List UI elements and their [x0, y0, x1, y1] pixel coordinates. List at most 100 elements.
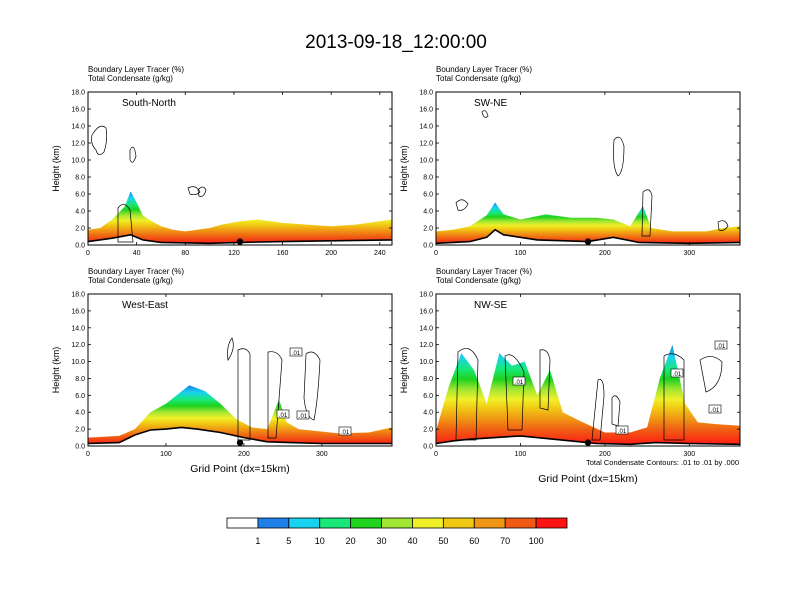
- x-tick-label: 300: [683, 451, 695, 458]
- y-tick-label: 18.0: [419, 90, 433, 97]
- y-tick-label: 14.0: [419, 124, 433, 131]
- y-tick-label: 16.0: [419, 308, 433, 315]
- x-tick-label: 0: [434, 250, 438, 257]
- contour-label: .01: [299, 414, 308, 420]
- contour-line: [663, 353, 685, 441]
- y-axis-label: Height (km): [51, 347, 61, 394]
- panel-name: SW-NE: [474, 98, 507, 109]
- colorbar-label: 5: [286, 536, 291, 546]
- contour-line: [591, 379, 605, 441]
- terrain-fill: [88, 234, 392, 245]
- contour-label: .01: [341, 430, 350, 436]
- terrain-line: [435, 228, 741, 245]
- contour-label-box: [670, 368, 684, 378]
- colorbar-box: [381, 517, 413, 529]
- contour-label-box: [615, 425, 629, 435]
- colorbar-box: [319, 517, 352, 529]
- y-axis-label: Height (km): [399, 145, 409, 192]
- x-tick-label: 0: [86, 250, 90, 257]
- y-tick-label: 18.0: [419, 292, 433, 299]
- contour-label-box: [289, 347, 303, 357]
- contour-line: [481, 110, 489, 118]
- terrain-line: [87, 426, 392, 445]
- x-tick-label: 80: [181, 250, 189, 257]
- y-tick-label: 10.0: [419, 359, 433, 366]
- panel-sw-ne: Boundary Layer Tracer (%)Total Condensat…: [399, 65, 741, 257]
- y-tick-label: 6.0: [423, 393, 433, 400]
- y-tick-label: 4.0: [75, 209, 85, 216]
- location-marker: [236, 439, 244, 446]
- x-tick-label: 200: [599, 451, 611, 458]
- contour-label-box: [714, 340, 728, 350]
- colorbar-label: 30: [377, 536, 387, 546]
- contour-line: [267, 351, 283, 439]
- colorbar-box: [473, 517, 506, 529]
- contour-label-box: [296, 410, 310, 420]
- panel-west-east: Boundary Layer Tracer (%)Total Condensat…: [51, 267, 393, 458]
- location-marker: [584, 238, 592, 245]
- contour-label: .01: [673, 372, 682, 378]
- y-tick-label: 18.0: [71, 292, 85, 299]
- terrain-line: [435, 435, 741, 446]
- y-tick-label: 12.0: [71, 141, 85, 148]
- colorbar-label: 40: [407, 536, 417, 546]
- contour-label: .01: [618, 429, 627, 435]
- y-tick-label: 0.0: [423, 444, 433, 451]
- colorbar-label: 60: [469, 536, 479, 546]
- contour-note: Total Condensate Contours: .01 to .01 by…: [586, 458, 739, 467]
- y-tick-label: 14.0: [71, 124, 85, 131]
- x-tick-label: 100: [515, 250, 527, 257]
- colorbar-label: 50: [438, 536, 448, 546]
- contour-label-box: [276, 409, 290, 419]
- contour-line: [699, 356, 723, 393]
- colorbar-label: 10: [315, 536, 325, 546]
- panel-nw-se: Boundary Layer Tracer (%)Total Condensat…: [399, 267, 741, 458]
- field-label-condensate: Total Condensate (g/kg): [436, 74, 521, 83]
- contour-label-box: [512, 376, 526, 386]
- contour-label: .01: [292, 351, 301, 357]
- colorbar-box: [442, 517, 475, 529]
- contour-label-box: [708, 404, 722, 414]
- colorbar-label: 1: [255, 536, 260, 546]
- y-axis-label: Height (km): [51, 145, 61, 192]
- contour-line: [227, 337, 234, 361]
- contour-line: [539, 349, 551, 411]
- colorbar-box: [504, 517, 537, 529]
- y-axis-label: Height (km): [399, 347, 409, 394]
- contour-label-box: [338, 426, 352, 436]
- x-tick-label: 0: [86, 451, 90, 458]
- y-tick-label: 0.0: [75, 243, 85, 250]
- y-tick-label: 12.0: [419, 342, 433, 349]
- contour-label: .01: [279, 413, 288, 419]
- tracer-field: [88, 191, 392, 245]
- colorbar-box: [257, 517, 290, 529]
- colorbar: 1 5 10 20 30 40 50 60 70 100: [226, 517, 568, 546]
- plot-frame: [87, 91, 393, 246]
- colorbar-box: [535, 517, 568, 529]
- contour-line: [303, 351, 321, 421]
- field-label-tracer: Boundary Layer Tracer (%): [88, 267, 184, 276]
- terrain-fill: [436, 229, 740, 245]
- colorbar-label: 70: [500, 536, 510, 546]
- y-tick-label: 8.0: [423, 376, 433, 383]
- y-tick-label: 2.0: [423, 226, 433, 233]
- contour-line: [187, 186, 201, 196]
- contour-line: [717, 220, 729, 231]
- colorbar-label: 100: [529, 536, 544, 546]
- contour-line: [641, 189, 653, 237]
- field-label-condensate: Total Condensate (g/kg): [436, 276, 521, 285]
- x-axis-label-west-east: Grid Point (dx=15km): [190, 463, 290, 475]
- x-tick-label: 200: [325, 250, 337, 257]
- x-tick-label: 200: [599, 250, 611, 257]
- colorbar-box: [350, 517, 382, 529]
- panel-name: South-North: [122, 98, 176, 109]
- colorbar-box: [412, 517, 444, 529]
- y-tick-label: 8.0: [75, 376, 85, 383]
- contour-label: .01: [515, 380, 524, 386]
- y-tick-label: 10.0: [419, 158, 433, 165]
- plot-frame: [435, 293, 741, 447]
- y-tick-label: 12.0: [71, 342, 85, 349]
- y-tick-label: 16.0: [71, 308, 85, 315]
- plot-frame: [87, 293, 393, 447]
